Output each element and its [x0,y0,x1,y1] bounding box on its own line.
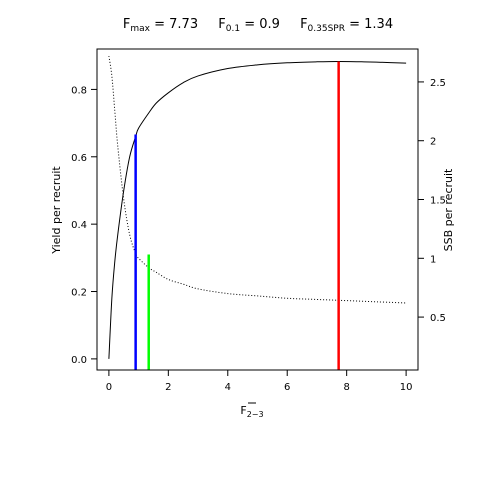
y-right-tick-label: 0.5 [430,313,446,324]
y-axis-left-label: Yield per recruit [50,166,63,255]
y-left-tick-label: 0.8 [71,85,87,96]
svg-text:F2−3: F2−3 [240,404,263,419]
y-right-tick-label: 2.5 [430,78,446,89]
y-left-tick-label: 0.6 [71,153,87,164]
x-tick-label: 6 [284,382,290,393]
y-right-tick-label: 2 [430,137,436,148]
y-right-tick-label: 1 [430,254,436,265]
title-fspr-value: 1.34 [364,17,393,32]
x-tick-label: 8 [343,382,349,393]
title-f01-value: 0.9 [259,17,280,32]
y-axis-right-label: SSB per recruit [442,168,455,251]
title-fmax-value: 7.73 [169,17,198,32]
x-tick-label: 0 [106,382,112,393]
x-tick-label: 2 [165,382,171,393]
plot-frame [96,48,419,371]
series-line-yield-per-recruit [108,60,407,359]
y-axis-left: 0.0 0.2 0.4 0.6 0.8 [71,85,97,366]
chart-title: Fmax = 7.73 F0.1 = 0.9 F0.35SPR = 1.34 [123,17,393,34]
y-right-tick-label: 1.5 [430,196,446,207]
title-fmax-sub: max [130,24,150,34]
x-axis-label: F2−3 [240,402,264,419]
x-tick-label: 4 [225,382,231,393]
x-axis: 0 2 4 6 8 10 [106,369,413,393]
series-line-ssb-per-recruit [108,55,407,304]
curves-layer [108,55,407,359]
reference-lines-layer [134,61,340,370]
y-left-tick-label: 0.4 [71,220,87,231]
title-fspr-sub: 0.35SPR [308,24,345,34]
y-axis-right: 0.5 1 1.5 2 2.5 [418,78,446,324]
y-left-tick-label: 0.2 [71,288,87,299]
title-f01-sub: 0.1 [226,24,240,34]
y-left-tick-label: 0.0 [71,355,87,366]
x-tick-label: 10 [400,382,413,393]
